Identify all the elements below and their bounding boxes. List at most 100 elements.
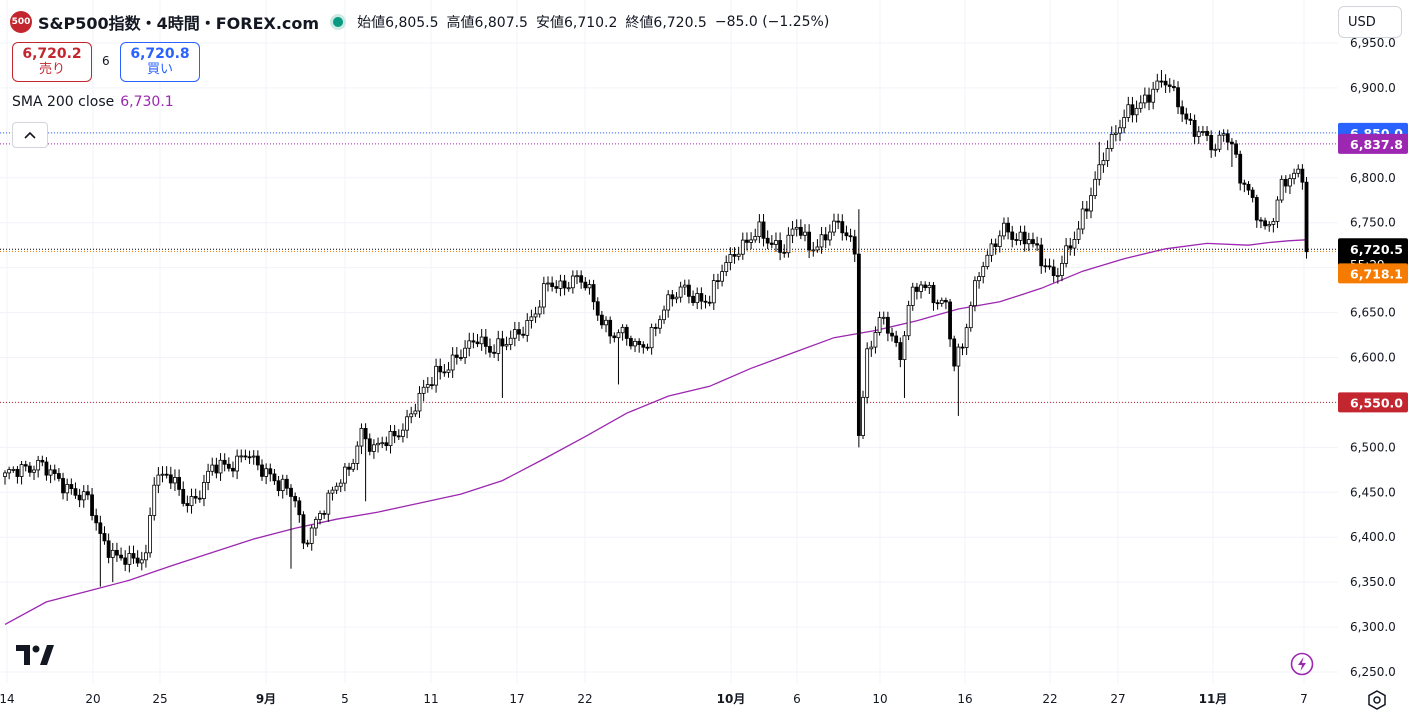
- candle-body: [1171, 86, 1176, 89]
- candle-body: [69, 484, 74, 490]
- candle-body: [81, 491, 86, 501]
- candle-body: [537, 306, 542, 315]
- candle-body: [968, 305, 973, 329]
- candle-body: [1109, 133, 1114, 149]
- candle-body: [624, 326, 629, 339]
- x-tick-label: 17: [509, 692, 524, 706]
- candle-body: [27, 465, 32, 473]
- candle-body: [434, 365, 438, 386]
- candle-body: [483, 336, 488, 347]
- candle-body: [1134, 107, 1139, 116]
- candle-body: [11, 469, 16, 471]
- candle-body: [906, 305, 911, 337]
- candle-body: [1097, 164, 1102, 180]
- candle-body: [421, 386, 426, 394]
- candle-body: [695, 293, 700, 304]
- candle-body: [177, 477, 181, 490]
- candle-body: [852, 236, 857, 255]
- candle-body: [214, 464, 219, 474]
- sell-button[interactable]: 6,720.2 売り: [12, 42, 92, 82]
- candle-body: [823, 234, 828, 241]
- y-tick-label: 6,750.0: [1350, 216, 1396, 230]
- candle-body: [591, 284, 596, 303]
- sell-label: 売り: [38, 62, 65, 77]
- price-tag-bg: [1338, 133, 1408, 154]
- sma-indicator-legend[interactable]: SMA 200 close 6,730.1: [12, 94, 174, 110]
- candle-body: [575, 275, 579, 278]
- candle-body: [682, 284, 687, 288]
- candle-body: [467, 340, 472, 349]
- candle-body: [960, 346, 965, 349]
- candle-body: [956, 346, 961, 367]
- candle-body: [1051, 266, 1056, 277]
- candle-body: [94, 515, 99, 524]
- market-status-icon[interactable]: [333, 17, 344, 27]
- candle-body: [1151, 88, 1156, 103]
- y-tick-label: 6,300.0: [1350, 620, 1396, 634]
- x-tick-label: 9月: [256, 692, 276, 706]
- open-value: 始値6,805.5: [357, 15, 439, 31]
- candle-body: [127, 553, 132, 565]
- candle-body: [579, 275, 584, 283]
- candle-body: [707, 301, 712, 304]
- y-tick-label: 6,500.0: [1350, 440, 1396, 454]
- collapse-legend-button[interactable]: [12, 122, 48, 148]
- candle-body: [790, 228, 795, 236]
- close-value: 終値6,720.5: [625, 15, 707, 31]
- candle-body: [392, 430, 397, 437]
- candle-body: [334, 485, 339, 491]
- candle-body: [119, 554, 123, 559]
- candle-body: [566, 287, 571, 290]
- candle-body: [637, 340, 642, 346]
- candle-body: [1022, 231, 1027, 245]
- candle-body: [1163, 80, 1168, 86]
- candle-body: [359, 428, 364, 447]
- price-tag-bg: [1338, 263, 1408, 284]
- buy-button[interactable]: 6,720.8 買い: [120, 42, 200, 82]
- x-tick-label: 11月: [1199, 692, 1228, 706]
- candle-body: [517, 329, 521, 335]
- candle-body: [1093, 178, 1098, 197]
- candle-body: [322, 512, 327, 515]
- candle-body: [1089, 195, 1093, 212]
- candle-body: [977, 276, 981, 282]
- candle-body: [442, 371, 447, 374]
- candle-body: [931, 284, 936, 304]
- y-tick-label: 6,900.0: [1350, 81, 1396, 95]
- candle-body: [1300, 168, 1305, 183]
- candle-body: [894, 335, 899, 343]
- tradingview-logo-icon[interactable]: [16, 645, 54, 665]
- settings-gear-icon[interactable]: [1366, 689, 1388, 711]
- candle-body: [948, 301, 952, 340]
- candle-body: [401, 429, 405, 437]
- symbol-logo[interactable]: 500: [10, 11, 32, 33]
- candle-body: [1234, 143, 1238, 155]
- chevron-up-icon: [24, 131, 36, 139]
- price-tag-label: 6,550.0: [1350, 395, 1403, 410]
- y-tick-label: 6,600.0: [1350, 351, 1396, 365]
- currency-selector[interactable]: USD: [1338, 6, 1402, 38]
- candle-body: [77, 494, 82, 501]
- sell-price: 6,720.2: [22, 46, 82, 62]
- candle-body: [856, 253, 861, 436]
- sma-200-path: [4, 239, 1307, 625]
- candle-body: [944, 299, 948, 303]
- lightning-icon[interactable]: [1290, 652, 1314, 676]
- candle-body: [318, 512, 322, 520]
- candle-body: [529, 316, 534, 321]
- candle-body: [1080, 208, 1085, 230]
- candle-body: [699, 293, 704, 302]
- candle-body: [218, 459, 223, 474]
- candle-body: [148, 515, 152, 554]
- candle-body: [1068, 245, 1073, 249]
- candle-body: [1126, 104, 1131, 118]
- y-tick-label: 6,350.0: [1350, 575, 1396, 589]
- candle-body: [1031, 239, 1035, 245]
- candle-body: [769, 242, 774, 245]
- candle-body: [1026, 239, 1031, 245]
- symbol-title[interactable]: S&P500指数・4時間・FOREX.com: [38, 14, 320, 33]
- candle-body: [919, 284, 923, 292]
- candle-body: [210, 464, 215, 472]
- candle-body: [583, 281, 588, 289]
